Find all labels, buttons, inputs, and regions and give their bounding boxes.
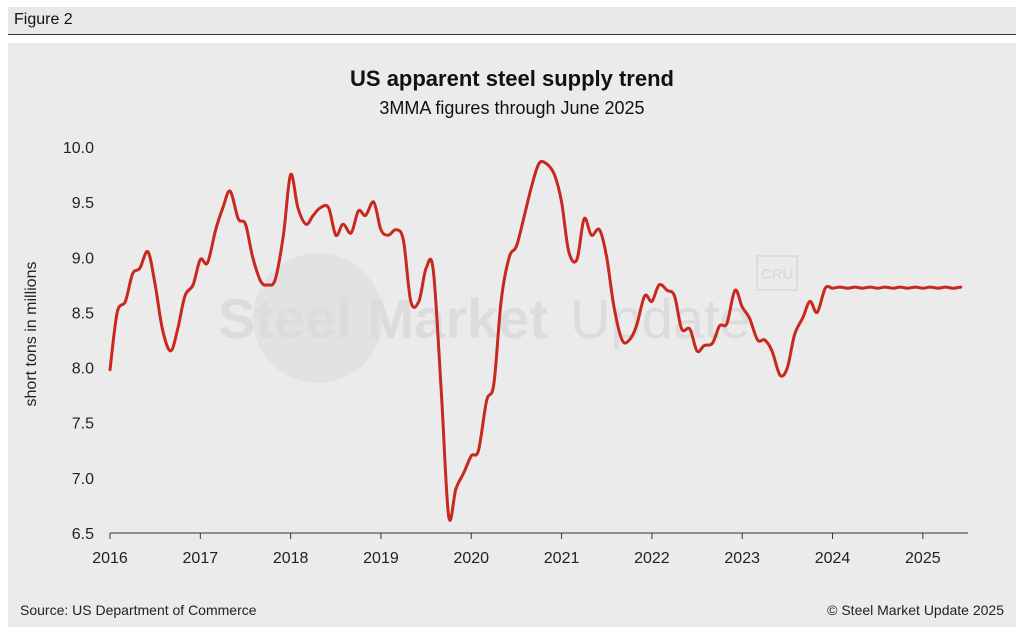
x-tick-label: 2023: [724, 550, 760, 567]
x-tick-label: 2020: [453, 550, 489, 567]
y-tick-label: 7.5: [72, 416, 94, 433]
chart-title: US apparent steel supply trend: [350, 66, 674, 91]
y-tick-label: 8.0: [72, 361, 94, 378]
x-tick-label: 2016: [92, 550, 128, 567]
y-axis-label: short tons in millions: [23, 262, 40, 407]
y-tick-label: 8.5: [72, 305, 94, 322]
x-tick-label: 2022: [634, 550, 670, 567]
y-tick-label: 10.0: [63, 140, 94, 157]
y-tick-label: 6.5: [72, 526, 94, 543]
watermark-light-text: Update: [570, 287, 751, 350]
x-tick-label: 2024: [815, 550, 851, 567]
watermark-disc: [253, 253, 383, 383]
figure-label: Figure 2: [14, 11, 73, 28]
tick-labels: 10.0 9.5 9.0 8.5 8.0 7.5 7.0 6.5 2016 2017 2018 201…: [63, 140, 941, 567]
watermark: Steel Market Update CRU: [218, 253, 798, 383]
y-tick-label: 7.0: [72, 471, 94, 488]
series-line: [108, 159, 963, 522]
x-tick-label: 2021: [544, 550, 580, 567]
x-tick-label: 2019: [363, 550, 399, 567]
axes: [109, 532, 968, 539]
y-tick-label: 9.0: [72, 250, 94, 267]
x-tick-label: 2025: [905, 550, 941, 567]
chart-subtitle: 3MMA figures through June 2025: [379, 98, 645, 118]
source-note: Source: US Department of Commerce: [20, 602, 257, 618]
copyright-note: © Steel Market Update 2025: [827, 602, 1004, 618]
x-tick-label: 2017: [183, 550, 219, 567]
y-tick-label: 9.5: [72, 195, 94, 212]
watermark-badge-text: CRU: [761, 266, 794, 283]
watermark-bold-text: Steel Market: [218, 287, 548, 350]
watermark-badge: [756, 255, 798, 291]
figure-header: Figure 2: [8, 7, 1016, 35]
x-tick-label: 2018: [273, 550, 309, 567]
